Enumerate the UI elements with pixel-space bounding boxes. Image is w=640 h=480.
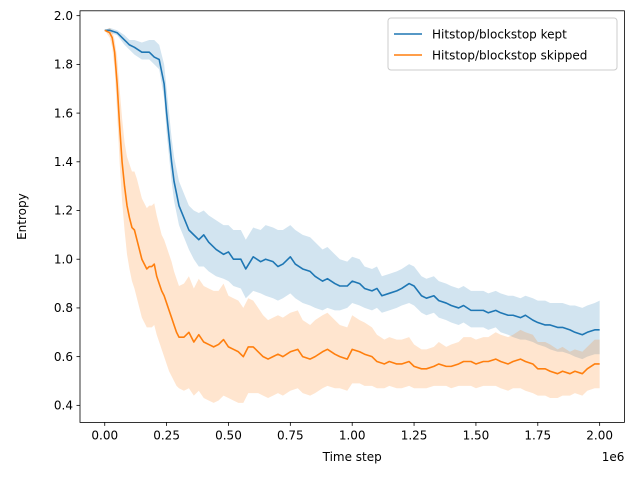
x-tick-label: 1.75 — [524, 428, 551, 442]
x-axis-offset-label: 1e6 — [602, 450, 625, 464]
legend-label-skipped: Hitstop/blockstop skipped — [432, 49, 587, 63]
x-tick-label: 0.50 — [215, 428, 242, 442]
y-tick-label: 1.8 — [54, 58, 73, 72]
y-tick-label: 0.4 — [54, 399, 73, 413]
x-tick-label: 0.25 — [153, 428, 180, 442]
x-tick-label: 1.50 — [463, 428, 490, 442]
series-lines — [104, 29, 600, 375]
legend-label-kept: Hitstop/blockstop kept — [432, 28, 567, 42]
y-tick-label: 1.6 — [54, 106, 73, 120]
x-tick-label: 0.00 — [91, 428, 118, 442]
y-axis-label: Entropy — [15, 193, 29, 240]
legend-box — [387, 17, 618, 71]
y-tick-label: 1.0 — [54, 252, 73, 266]
x-axis-ticks: 0.00 0.25 0.50 0.75 1.00 1.25 1.50 1.75 2.00 — [91, 422, 613, 442]
plot-frame — [79, 10, 625, 423]
legend: Hitstop/blockstop kept Hitstop/blockstop… — [387, 17, 618, 71]
x-tick-label: 1.00 — [339, 428, 366, 442]
y-axis-ticks: 0.4 0.6 0.8 1.0 1.2 1.4 1.6 1.8 2.0 — [54, 9, 80, 413]
x-tick-label: 2.00 — [586, 428, 613, 442]
y-tick-label: 0.6 — [54, 350, 73, 364]
line-hitstop-blockstop-kept — [104, 29, 600, 336]
x-tick-label: 0.75 — [277, 428, 304, 442]
confidence-bands — [104, 27, 600, 403]
y-tick-label: 1.2 — [54, 204, 73, 218]
band-hitstop-blockstop-skipped — [104, 27, 600, 403]
y-tick-label: 1.4 — [54, 155, 73, 169]
line-hitstop-blockstop-skipped — [104, 29, 600, 375]
band-hitstop-blockstop-kept — [104, 27, 600, 360]
y-tick-label: 2.0 — [54, 9, 73, 23]
x-axis-label: Time step — [322, 450, 382, 464]
x-tick-label: 1.25 — [401, 428, 428, 442]
y-tick-label: 0.8 — [54, 301, 73, 315]
